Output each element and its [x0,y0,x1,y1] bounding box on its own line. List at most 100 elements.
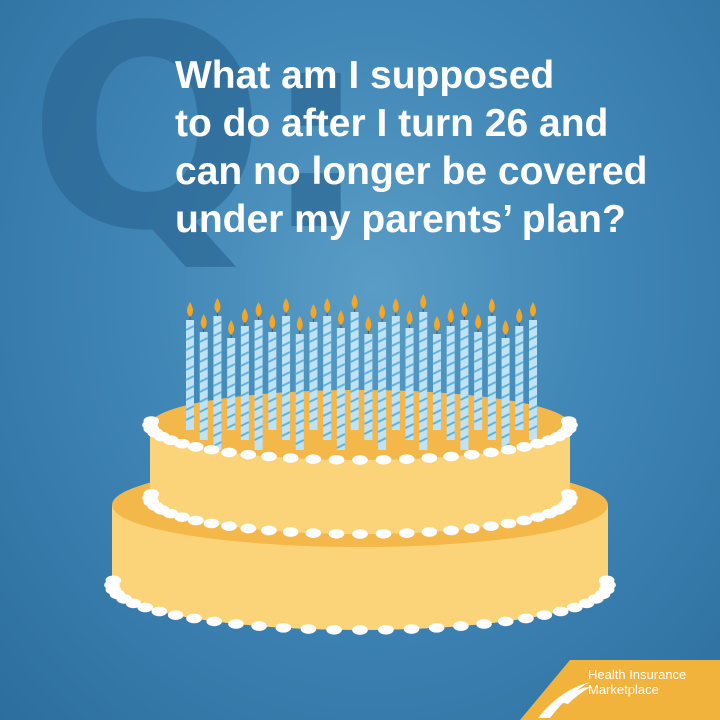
frosting-bead [221,521,237,531]
frosting-bead [300,624,317,634]
frosting-bead [500,518,517,529]
frosting-bead [560,489,577,499]
frosting-bead [151,606,168,617]
frosting-bead [186,613,202,624]
candle-flame [269,314,276,329]
candle-flame [241,308,248,323]
frosting-bead [421,453,438,463]
candle [186,320,194,430]
candle-flame [420,294,427,309]
frosting-bead [240,449,257,460]
frosting-bead [453,621,469,631]
candle-flame [187,302,193,317]
frosting-bead [352,625,368,635]
candle-flame [516,308,523,323]
frosting-bead [326,624,342,635]
frosting-bead [463,523,480,534]
candle-flame [365,316,372,331]
frosting-rim [142,416,578,465]
candle [323,316,332,440]
frosting-bead [352,529,368,539]
frosting-bead [500,444,517,455]
frosting-bead [143,489,160,499]
question-line-2: to do after I turn 26 and [175,102,609,145]
candle-flame [447,308,454,323]
candle-flame [214,298,221,313]
candle-flame [283,298,290,313]
candle-flame [433,316,440,331]
frosting-bead [516,515,532,526]
candle [309,322,318,430]
frosting-bead [476,619,492,629]
candle [282,316,291,440]
candle [460,320,469,450]
brand-banner [520,660,720,720]
question-line-1: What am I supposed [175,54,555,97]
candle [378,322,387,450]
frosting-bead [375,528,392,539]
candle [529,320,537,440]
candle-flame [310,304,317,319]
frosting-bead [275,622,292,633]
candle-flame [461,302,468,317]
frosting-bead [143,416,160,426]
candle [515,326,524,430]
candle-flame [228,320,235,335]
frosting-bead [536,610,553,620]
question-text: What am I supposed to do after I turn 26… [175,52,695,244]
frosting-bead [552,606,569,617]
candle [254,320,263,450]
frosting-bead [375,454,392,465]
candle [501,338,510,450]
frosting-bead [560,416,577,426]
frosting-bead [188,442,204,452]
question-line-4: under my parents’ plan? [175,198,626,241]
frosting-bead [305,454,322,464]
frosting-bead [497,616,514,627]
frosting-bead [443,451,459,462]
candle-flame [406,310,413,325]
frosting-bead [530,438,546,449]
frosting-bead [282,453,299,463]
frosting-bead [566,602,583,613]
frosting-bead [305,528,322,538]
candle-flame [337,310,344,325]
frosting-bead [443,525,459,536]
frosting-bead [206,616,223,627]
frosting-bead [203,444,220,455]
candle [405,328,414,440]
frosting-bead [261,451,277,462]
q-watermark: Q: [28,0,372,293]
candle-flame [475,314,482,329]
frosting-bead [282,527,299,537]
frosting-bead [137,602,154,613]
candle [364,334,373,440]
candle [487,316,496,440]
candle-flame [255,302,262,317]
candle [227,338,236,430]
brand-name: Health Insurance Marketplace [588,667,686,697]
frosting-bead [403,624,420,634]
candle-flame [379,304,386,319]
frosting-bead [251,621,267,631]
candle-flame [324,298,331,313]
frosting-bead [483,521,499,531]
frosting-bead [518,613,534,624]
frosting-bead [378,624,394,635]
frosting-bead [428,622,445,633]
frosting-bead [221,447,237,458]
frosting-bead [203,518,220,529]
swoosh-logo-icon [538,682,592,718]
candle-flame [392,298,399,313]
frosting-bead [483,447,499,458]
brand-line-1: Health Insurance [588,667,687,682]
frosting-bead [167,610,184,620]
frosting-bead [578,598,595,609]
candle-flame [530,302,536,317]
frosting-bead [530,512,546,522]
frosting-bead [463,449,480,460]
frosting-bead [240,523,257,534]
frosting-bead [398,528,415,538]
